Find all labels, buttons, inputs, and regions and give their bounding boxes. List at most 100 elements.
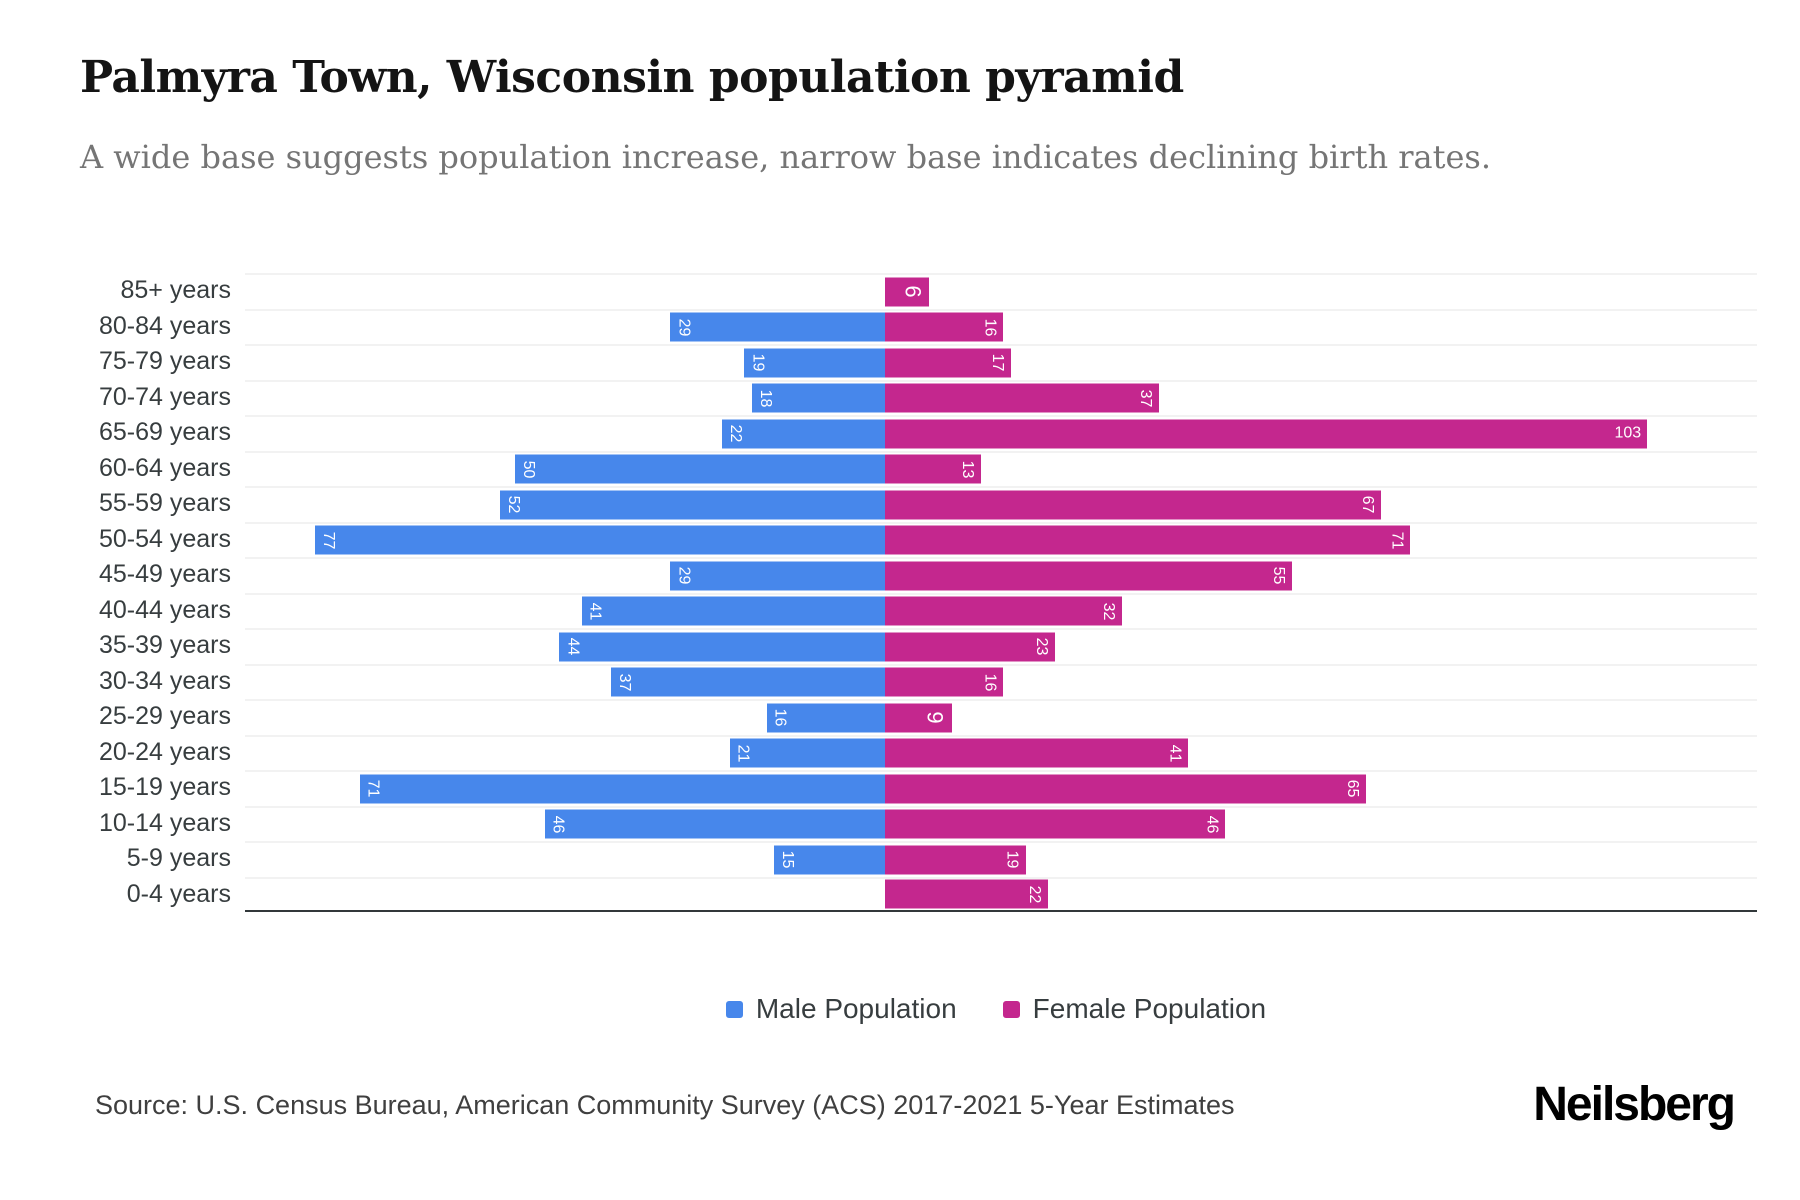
male-bar: 37: [611, 667, 885, 697]
female-value-label: 22: [1025, 885, 1043, 904]
plot-track: 29 16: [245, 308, 1757, 345]
female-bar: 6: [885, 277, 930, 307]
male-bar: 19: [744, 348, 885, 378]
pyramid-row: 80-84 years 29 16: [0, 308, 1757, 345]
female-value-label: 6: [900, 285, 926, 298]
pyramid-row: 5-9 years 15 19: [0, 841, 1757, 877]
male-value-label: 41: [586, 602, 604, 621]
female-bar: 71: [885, 525, 1411, 555]
female-value-label: 71: [1388, 531, 1406, 550]
legend-item-male[interactable]: Male Population: [725, 993, 957, 1025]
chart-rows: 85+ years 6 80-84 years 29 16 75-79 years 19 17…: [0, 273, 1757, 912]
pyramid-row: 30-34 years 37 16: [0, 663, 1757, 700]
population-pyramid-chart: 85+ years 6 80-84 years 29 16 75-79 years 19 17…: [0, 273, 1757, 912]
female-value-label: 103: [1614, 424, 1642, 442]
male-bar: 52: [500, 490, 885, 520]
category-label: 30-34 years: [98, 666, 231, 695]
male-bar: 50: [515, 454, 885, 484]
male-bar: 21: [729, 738, 885, 768]
category-label: 55-59 years: [98, 489, 231, 518]
female-value-label: 19: [1003, 850, 1021, 869]
male-value-label: 18: [756, 389, 774, 408]
plot-track: 16 9: [245, 699, 1757, 735]
plot-track: 19 17: [245, 344, 1757, 380]
female-value-label: 13: [959, 460, 977, 479]
pyramid-row: 15-19 years 71 65: [0, 770, 1757, 806]
female-bar: 23: [885, 632, 1056, 662]
male-value-label: 19: [749, 353, 767, 372]
pyramid-row: 35-39 years 44 23: [0, 628, 1757, 664]
plot-track: 21 41: [245, 734, 1757, 771]
male-bar: 16: [766, 703, 885, 733]
female-bar: 17: [885, 348, 1011, 378]
male-value-label: 29: [675, 318, 693, 337]
female-legend-swatch: [1002, 1000, 1020, 1018]
plot-track: 52 67: [245, 486, 1757, 522]
pyramid-row: 20-24 years 21 41: [0, 734, 1757, 771]
pyramid-row: 25-29 years 16 9: [0, 699, 1757, 735]
male-value-label: 77: [320, 531, 338, 550]
plot-track: 77 71: [245, 521, 1757, 558]
female-value-label: 46: [1203, 815, 1221, 834]
pyramid-row: 75-79 years 19 17: [0, 344, 1757, 380]
male-bar: 71: [359, 774, 885, 804]
male-value-label: 37: [616, 673, 634, 692]
female-bar: 22: [885, 879, 1048, 909]
female-bar: 32: [885, 596, 1122, 626]
male-value-label: 22: [727, 424, 745, 443]
female-bar: 46: [885, 809, 1226, 839]
male-value-label: 71: [364, 779, 382, 798]
category-label: 35-39 years: [98, 631, 231, 660]
legend-item-female[interactable]: Female Population: [1002, 993, 1266, 1025]
category-label: 5-9 years: [126, 844, 231, 873]
male-value-label: 29: [675, 566, 693, 585]
plot-track: 71 65: [245, 770, 1757, 806]
pyramid-row: 10-14 years 46 46: [0, 805, 1757, 842]
category-label: 85+ years: [120, 276, 232, 305]
category-label: 75-79 years: [98, 347, 231, 376]
category-label: 70-74 years: [98, 382, 231, 411]
female-value-label: 67: [1358, 495, 1376, 514]
chart-legend: Male Population Female Population: [96, 993, 1800, 1025]
category-label: 45-49 years: [98, 560, 231, 589]
pyramid-row: 65-69 years 22 103: [0, 415, 1757, 451]
plot-track: 15 19: [245, 841, 1757, 877]
male-legend-swatch: [725, 1000, 743, 1018]
pyramid-row: 60-64 years 50 13: [0, 450, 1757, 487]
male-bar: 15: [774, 845, 885, 875]
plot-track: 44 23: [245, 628, 1757, 664]
male-value-label: 46: [549, 815, 567, 834]
pyramid-row: 85+ years 6: [0, 273, 1757, 309]
category-label: 15-19 years: [98, 773, 231, 802]
pyramid-row: 50-54 years 77 71: [0, 521, 1757, 558]
female-bar: 19: [885, 845, 1026, 875]
female-bar: 67: [885, 490, 1381, 520]
female-value-label: 9: [922, 711, 948, 724]
plot-track: 22: [245, 876, 1757, 912]
female-bar: 41: [885, 738, 1189, 768]
male-bar: 29: [670, 312, 885, 342]
female-value-label: 16: [981, 673, 999, 692]
male-bar: 22: [722, 419, 885, 449]
male-bar: 44: [559, 632, 885, 662]
category-label: 10-14 years: [98, 808, 231, 837]
female-bar: 16: [885, 312, 1004, 342]
plot-track: 18 37: [245, 379, 1757, 416]
category-label: 20-24 years: [98, 737, 231, 766]
male-bar: 41: [581, 596, 885, 626]
female-bar: 16: [885, 667, 1004, 697]
male-value-label: 52: [505, 495, 523, 514]
female-value-label: 23: [1033, 637, 1051, 656]
plot-track: 22 103: [245, 415, 1757, 451]
male-legend-label: Male Population: [755, 993, 957, 1024]
category-label: 80-84 years: [98, 311, 231, 340]
category-label: 60-64 years: [98, 453, 231, 482]
plot-track: 50 13: [245, 450, 1757, 487]
male-bar: 29: [670, 561, 885, 591]
female-value-label: 32: [1099, 602, 1117, 621]
category-label: 25-29 years: [98, 702, 231, 731]
male-bar: 46: [544, 809, 885, 839]
page-title: Palmyra Town, Wisconsin population pyram…: [80, 52, 1184, 103]
female-value-label: 55: [1270, 566, 1287, 585]
plot-track: 6: [245, 273, 1757, 309]
